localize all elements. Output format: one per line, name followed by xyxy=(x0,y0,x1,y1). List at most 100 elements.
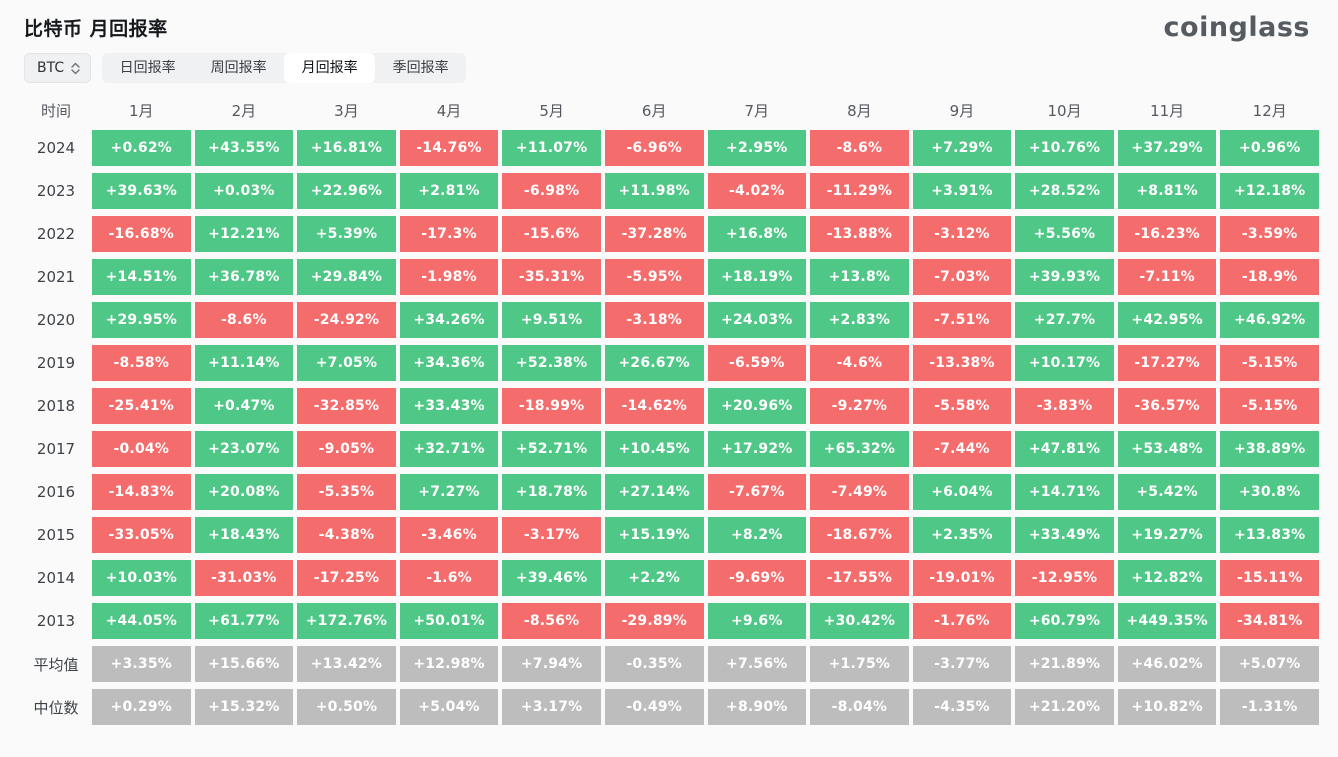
return-cell: +50.01% xyxy=(399,603,499,639)
return-cell: +53.48% xyxy=(1117,431,1217,467)
return-cell: +14.71% xyxy=(1015,474,1114,510)
return-cell: +18.78% xyxy=(502,474,601,510)
return-cell: -9.05% xyxy=(297,431,396,467)
row-label-2019: 2019 xyxy=(36,354,76,372)
return-cell: -18.67% xyxy=(810,517,909,553)
return-cell: +0.29% xyxy=(92,689,191,725)
return-cell: -33.05% xyxy=(92,517,191,553)
return-cell: -24.92% xyxy=(297,302,396,338)
return-cell: +22.96% xyxy=(297,173,396,209)
return-cell: +38.89% xyxy=(1220,431,1319,467)
column-header-month: 11月 xyxy=(1150,101,1185,120)
return-cell: +2.81% xyxy=(399,173,499,209)
return-cell: +20.08% xyxy=(194,474,294,510)
tab-daily-return[interactable]: 日回报率 xyxy=(119,60,176,76)
top-bar: 比特币 月回报率 coinglass xyxy=(0,0,1338,41)
return-cell: +30.42% xyxy=(810,603,909,639)
return-cell: -6.59% xyxy=(707,345,807,381)
return-cell: +0.96% xyxy=(1220,130,1319,166)
return-cell: -4.38% xyxy=(297,517,396,553)
controls-bar: BTC 日回报率 周回报率 月回报率 季回报率 xyxy=(24,53,1338,83)
return-cell: -6.96% xyxy=(604,130,704,166)
return-cell: +43.55% xyxy=(194,130,294,166)
return-cell: -8.56% xyxy=(502,603,601,639)
return-cell: -36.57% xyxy=(1117,388,1217,424)
return-cell: -3.18% xyxy=(604,302,704,338)
return-cell: -7.51% xyxy=(912,302,1012,338)
return-cell: +20.96% xyxy=(707,388,807,424)
return-cell: +8.90% xyxy=(707,689,807,725)
return-cell: -8.58% xyxy=(92,345,191,381)
return-cell: +9.6% xyxy=(707,603,807,639)
return-cell: -14.76% xyxy=(399,130,499,166)
return-cell: +34.36% xyxy=(399,345,499,381)
row-label-2021: 2021 xyxy=(36,268,76,286)
return-cell: +7.05% xyxy=(297,345,396,381)
return-cell: +12.21% xyxy=(194,216,294,252)
return-cell: -14.83% xyxy=(92,474,191,510)
return-cell: +10.82% xyxy=(1117,689,1217,725)
return-cell: +19.27% xyxy=(1117,517,1217,553)
column-header-month: 1月 xyxy=(129,101,154,120)
return-cell: -15.6% xyxy=(502,216,601,252)
return-cell: -34.81% xyxy=(1220,603,1319,639)
return-cell: +27.14% xyxy=(604,474,704,510)
tab-quarterly-return[interactable]: 季回报率 xyxy=(392,60,449,76)
row-label-平均值: 平均值 xyxy=(33,655,79,674)
return-cell: -0.35% xyxy=(604,646,704,682)
return-cell: +0.50% xyxy=(297,689,396,725)
row-label-中位数: 中位数 xyxy=(33,698,79,717)
symbol-select[interactable]: BTC xyxy=(24,53,92,83)
column-header-month: 9月 xyxy=(949,101,975,120)
return-cell: +2.95% xyxy=(707,130,807,166)
return-cell: -16.68% xyxy=(92,216,191,252)
return-cell: -7.03% xyxy=(912,259,1012,295)
row-label-2017: 2017 xyxy=(36,440,76,458)
return-cell: -35.31% xyxy=(502,259,601,295)
return-cell: -3.12% xyxy=(912,216,1012,252)
return-cell: +21.20% xyxy=(1015,689,1114,725)
return-cell: +39.93% xyxy=(1015,259,1114,295)
return-cell: -17.27% xyxy=(1117,345,1217,381)
column-header-month: 12月 xyxy=(1252,101,1287,120)
return-cell: -6.98% xyxy=(502,173,601,209)
return-cell: +2.35% xyxy=(912,517,1012,553)
return-cell: +34.26% xyxy=(399,302,499,338)
return-cell: -1.98% xyxy=(399,259,499,295)
return-cell: +8.81% xyxy=(1117,173,1217,209)
column-header-month: 2月 xyxy=(231,101,257,120)
tab-monthly-return[interactable]: 月回报率 xyxy=(284,53,376,83)
return-cell: -3.59% xyxy=(1220,216,1319,252)
column-header-month: 4月 xyxy=(436,101,462,120)
return-cell: +33.43% xyxy=(399,388,499,424)
return-cell: -31.03% xyxy=(194,560,294,596)
return-cell: -5.35% xyxy=(297,474,396,510)
return-cell: +7.27% xyxy=(399,474,499,510)
row-label-2016: 2016 xyxy=(36,483,76,501)
return-cell: +12.82% xyxy=(1117,560,1217,596)
return-cell: +5.04% xyxy=(399,689,499,725)
return-cell: -7.67% xyxy=(707,474,807,510)
row-label-2023: 2023 xyxy=(36,182,76,200)
return-cell: +27.7% xyxy=(1015,302,1114,338)
return-cell: +65.32% xyxy=(810,431,909,467)
column-header-month: 7月 xyxy=(744,101,770,120)
return-cell: +39.46% xyxy=(502,560,601,596)
return-cell: +17.92% xyxy=(707,431,807,467)
return-cell: +15.32% xyxy=(194,689,294,725)
return-cell: +12.18% xyxy=(1220,173,1319,209)
return-cell: -12.95% xyxy=(1015,560,1114,596)
return-cell: +46.02% xyxy=(1117,646,1217,682)
return-cell: -8.6% xyxy=(194,302,294,338)
return-cell: -18.99% xyxy=(502,388,601,424)
return-cell: -5.15% xyxy=(1220,388,1319,424)
return-cell: -7.49% xyxy=(810,474,909,510)
return-cell: +16.8% xyxy=(707,216,807,252)
tab-weekly-return[interactable]: 周回报率 xyxy=(210,60,267,76)
return-cell: +14.51% xyxy=(92,259,191,295)
return-cell: -8.04% xyxy=(810,689,909,725)
return-cell: +3.91% xyxy=(912,173,1012,209)
return-cell: +30.8% xyxy=(1220,474,1319,510)
return-cell: -32.85% xyxy=(297,388,396,424)
return-cell: +52.38% xyxy=(502,345,601,381)
